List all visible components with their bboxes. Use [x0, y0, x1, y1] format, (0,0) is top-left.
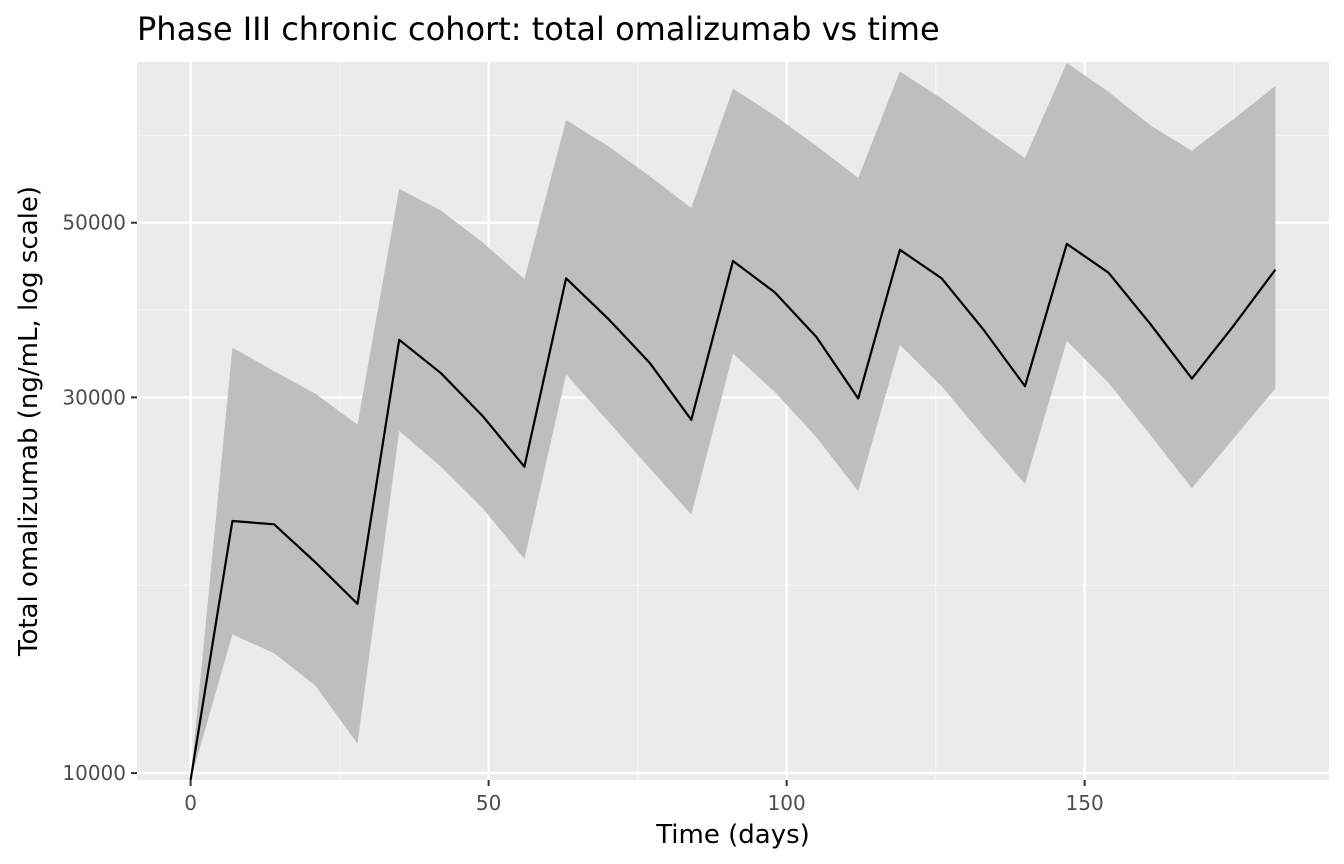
x-tick-label: 0 [184, 791, 197, 815]
x-tick-label: 100 [768, 791, 806, 815]
median-line-layer [189, 242, 1277, 781]
x-axis: 0 50 100 150 [184, 780, 1104, 815]
y-tick-label: 10000 [62, 761, 126, 785]
chart-title: Phase III chronic cohort: total omalizum… [137, 10, 940, 48]
y-tick-label: 50000 [62, 211, 126, 235]
median-line [189, 242, 1277, 781]
confidence-ribbon-layer [190, 62, 1276, 780]
y-axis-title: Total omalizumab (ng/mL, log scale) [14, 186, 44, 657]
y-tick-label: 30000 [62, 385, 126, 409]
x-tick-label: 50 [476, 791, 501, 815]
y-axis: 10000 30000 50000 [62, 211, 137, 785]
x-tick-label: 150 [1066, 791, 1104, 815]
confidence-ribbon [190, 62, 1276, 780]
x-axis-title: Time (days) [655, 820, 810, 850]
